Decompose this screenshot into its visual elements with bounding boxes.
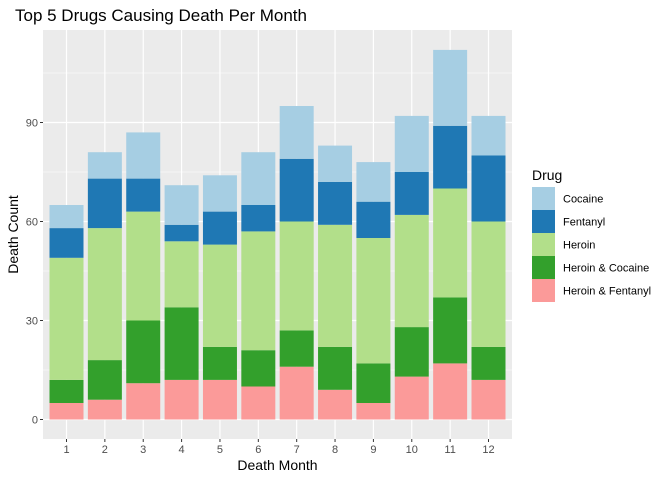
bar-segment xyxy=(279,330,314,367)
bar-segment xyxy=(87,178,122,229)
bar-segment xyxy=(471,221,506,347)
bar-segment xyxy=(126,320,161,384)
bar-segment xyxy=(164,185,199,225)
legend-key xyxy=(532,210,555,233)
legend: Drug Cocaine Fentanyl Heroin Heroin & Cocai… xyxy=(532,167,651,302)
bar-segment xyxy=(356,162,391,202)
bar-segment xyxy=(241,152,276,205)
bar-segment xyxy=(394,327,429,377)
bar-segment xyxy=(471,115,506,156)
bar-segment xyxy=(394,214,429,328)
x-tick-label: 12 xyxy=(482,444,494,456)
x-tick-label: 3 xyxy=(140,444,146,456)
bar-segment xyxy=(49,403,84,420)
bar-segment xyxy=(87,399,122,420)
y-tick-label: 0 xyxy=(32,415,38,427)
x-tick-label: 8 xyxy=(332,444,338,456)
bar-segment xyxy=(126,383,161,420)
chart-title: Top 5 Drugs Causing Death Per Month xyxy=(15,6,307,25)
legend-label: Cocaine xyxy=(563,194,603,206)
bar-segment xyxy=(356,201,391,238)
bar-segment xyxy=(318,346,353,390)
bar-segment xyxy=(433,363,468,420)
bars-layer xyxy=(49,49,506,420)
bar-segment xyxy=(318,389,353,420)
bar-segment xyxy=(87,152,122,179)
bar-segment xyxy=(164,307,199,380)
bar-segment xyxy=(394,376,429,420)
bar-segment xyxy=(164,379,199,420)
legend-key xyxy=(532,187,555,210)
x-tick-label: 2 xyxy=(102,444,108,456)
bar-segment xyxy=(126,132,161,179)
bar-segment xyxy=(49,379,84,403)
bar-segment xyxy=(126,211,161,321)
bar-segment xyxy=(202,346,237,380)
legend-label: Heroin & Fentanyl xyxy=(563,286,651,298)
bar-segment xyxy=(49,228,84,258)
bar-segment xyxy=(394,172,429,215)
y-tick-label: 30 xyxy=(26,316,38,328)
bar-segment xyxy=(279,221,314,331)
x-tick-label: 4 xyxy=(179,444,185,456)
legend-label: Heroin xyxy=(563,240,595,252)
bar-segment xyxy=(279,106,314,159)
bar-segment xyxy=(126,178,161,212)
x-tick-label: 5 xyxy=(217,444,223,456)
bar-segment xyxy=(471,346,506,380)
bar-segment xyxy=(318,145,353,182)
bar-segment xyxy=(318,181,353,225)
bar-segment xyxy=(356,238,391,364)
bar-segment xyxy=(164,241,199,308)
y-tick-label: 60 xyxy=(26,217,38,229)
x-tick-label: 6 xyxy=(255,444,261,456)
bar-segment xyxy=(433,188,468,298)
bar-segment xyxy=(202,211,237,245)
bar-segment xyxy=(471,155,506,222)
bar-segment xyxy=(87,228,122,361)
x-tick-label: 7 xyxy=(294,444,300,456)
bar-segment xyxy=(356,363,391,403)
y-tick-label: 90 xyxy=(26,118,38,130)
x-tick-label: 11 xyxy=(444,444,455,456)
bar-segment xyxy=(241,231,276,351)
x-tick-label: 9 xyxy=(370,444,376,456)
bar-segment xyxy=(241,205,276,232)
bar-segment xyxy=(433,125,468,189)
bar-segment xyxy=(241,350,276,387)
x-tick-label: 1 xyxy=(63,444,69,456)
bar-segment xyxy=(356,403,391,420)
bar-segment xyxy=(433,49,468,126)
bar-segment xyxy=(433,297,468,364)
legend-title: Drug xyxy=(532,167,562,183)
legend-key xyxy=(532,233,555,256)
bar-segment xyxy=(164,224,199,242)
legend-key xyxy=(532,256,555,279)
x-axis-title: Death Month xyxy=(237,457,317,473)
x-tick-label: 10 xyxy=(406,444,418,456)
bar-segment xyxy=(279,158,314,222)
bar-segment xyxy=(394,115,429,172)
bar-segment xyxy=(202,379,237,420)
bar-segment xyxy=(202,244,237,347)
legend-key xyxy=(532,279,555,302)
bar-segment xyxy=(49,257,84,380)
bar-segment xyxy=(279,366,314,420)
legend-label: Fentanyl xyxy=(563,217,605,229)
legend-label: Heroin & Cocaine xyxy=(563,263,649,275)
bar-segment xyxy=(241,386,276,420)
bar-segment xyxy=(49,205,84,229)
y-axis-title: Death Count xyxy=(5,195,21,274)
bar-segment xyxy=(471,379,506,420)
bar-segment xyxy=(202,175,237,212)
bar-segment xyxy=(87,360,122,400)
bar-segment xyxy=(318,224,353,347)
